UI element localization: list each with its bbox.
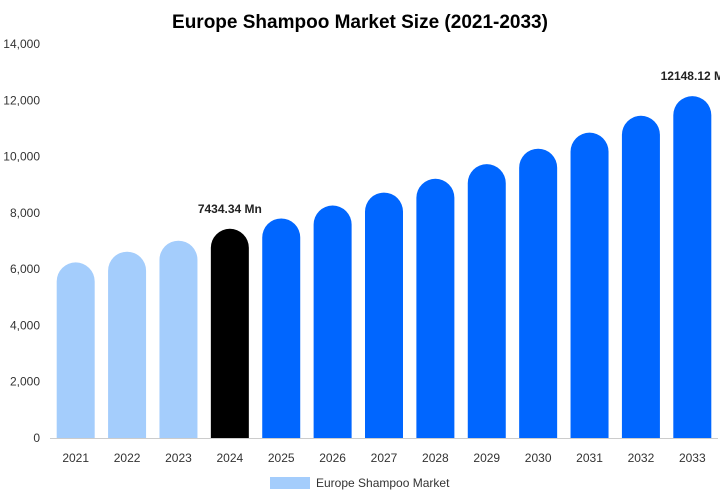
bar-2024[interactable] <box>210 228 249 438</box>
y-tick-label: 2,000 <box>10 375 40 389</box>
bar-2033[interactable] <box>673 96 712 439</box>
y-tick-label: 8,000 <box>10 206 40 220</box>
bar-2022[interactable] <box>108 251 147 438</box>
bar-2029[interactable] <box>467 164 506 438</box>
x-tick-label: 2027 <box>371 451 398 465</box>
x-tick-label: 2032 <box>628 451 655 465</box>
y-tick-label: 12,000 <box>3 93 40 107</box>
bar-2028[interactable] <box>416 178 455 438</box>
chart-title: Europe Shampoo Market Size (2021-2033) <box>172 12 548 33</box>
x-tick-label: 2028 <box>422 451 449 465</box>
bar-2023[interactable] <box>159 240 198 438</box>
x-tick-label: 2021 <box>62 451 89 465</box>
x-tick-label: 2029 <box>473 451 500 465</box>
x-tick-label: 2023 <box>165 451 192 465</box>
data-label: 12148.12 M <box>661 69 720 83</box>
bars <box>56 96 712 439</box>
y-tick-label: 10,000 <box>3 150 40 164</box>
x-tick-label: 2031 <box>576 451 603 465</box>
bar-2031[interactable] <box>570 132 609 438</box>
x-axis: 2021 2022 2023 2024 2025 2026 2027 2028 2029 2030… <box>50 438 718 465</box>
bar-2027[interactable] <box>365 192 403 438</box>
legend[interactable]: Europe Shampoo Market <box>270 476 450 490</box>
legend-label: Europe Shampoo Market <box>316 476 450 490</box>
x-tick-label: 2024 <box>216 451 243 465</box>
bar-2030[interactable] <box>519 148 558 438</box>
y-tick-label: 0 <box>33 431 40 445</box>
data-label: 7434.34 Mn <box>198 202 262 216</box>
x-tick-label: 2033 <box>679 451 706 465</box>
x-tick-label: 2026 <box>319 451 346 465</box>
y-tick-label: 4,000 <box>10 318 40 332</box>
y-axis: 0 2,000 4,000 6,000 8,000 10,000 12,000 14,000 <box>3 37 40 445</box>
data-labels: 7434.34 Mn 12148.12 M <box>198 69 720 216</box>
bar-2026[interactable] <box>313 205 352 438</box>
y-tick-label: 14,000 <box>3 37 40 51</box>
bar-2032[interactable] <box>621 115 660 438</box>
x-tick-label: 2022 <box>114 451 141 465</box>
bar-2021[interactable] <box>56 262 95 438</box>
x-tick-label: 2025 <box>268 451 295 465</box>
legend-swatch <box>270 477 310 489</box>
y-tick-label: 6,000 <box>10 262 40 276</box>
x-tick-label: 2030 <box>525 451 552 465</box>
bar-2025[interactable] <box>262 218 301 438</box>
